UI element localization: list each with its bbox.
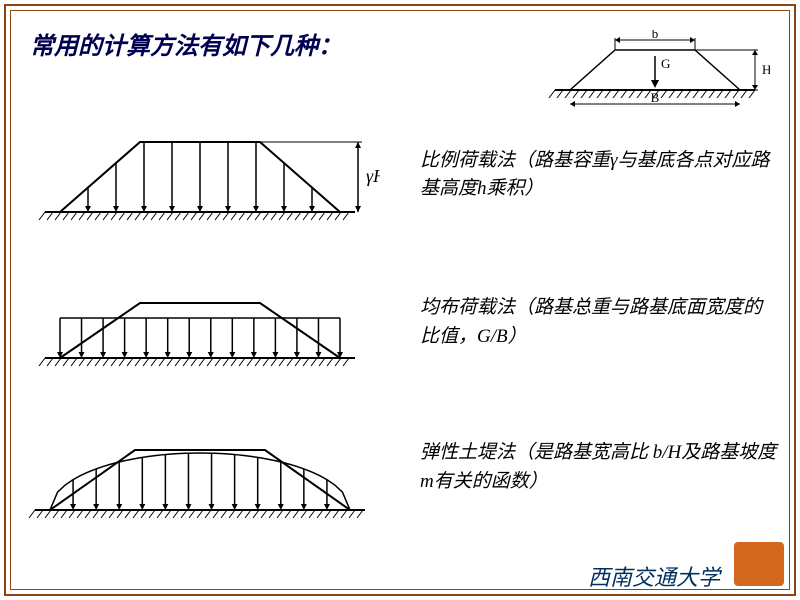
reference-diagram: b B H G bbox=[540, 30, 770, 110]
diagram-proportional: γH bbox=[20, 120, 400, 230]
svg-text:b: b bbox=[652, 30, 659, 41]
university-name: 西南交通大学 bbox=[588, 560, 720, 592]
method-row-3: 弹性土堤法（是路基宽高比 b/H及路基坡度m有关的函数） bbox=[20, 410, 780, 525]
method-row-1: γH 比例荷载法（路基容重γ与基底各点对应路基高度h乘积） bbox=[20, 120, 780, 230]
method-row-2: 均布荷载法（路基总重与路基底面宽度的比值，G/B） bbox=[20, 270, 780, 375]
diagram-uniform bbox=[20, 270, 400, 375]
method-desc-3: 弹性土堤法（是路基宽高比 b/H及路基坡度m有关的函数） bbox=[400, 439, 780, 496]
svg-text:G: G bbox=[661, 56, 670, 71]
svg-text:γH: γH bbox=[366, 166, 380, 186]
university-logo bbox=[734, 542, 784, 586]
diagram-elastic bbox=[20, 410, 400, 525]
method-desc-1: 比例荷载法（路基容重γ与基底各点对应路基高度h乘积） bbox=[400, 147, 780, 204]
slide-content: 常用的计算方法有如下几种： bBHG γH 比例荷载法（路基容重γ与基底各点对应… bbox=[20, 20, 780, 580]
svg-text:H: H bbox=[762, 62, 770, 77]
method-desc-2: 均布荷载法（路基总重与路基底面宽度的比值，G/B） bbox=[400, 294, 780, 351]
svg-text:B: B bbox=[651, 90, 660, 105]
